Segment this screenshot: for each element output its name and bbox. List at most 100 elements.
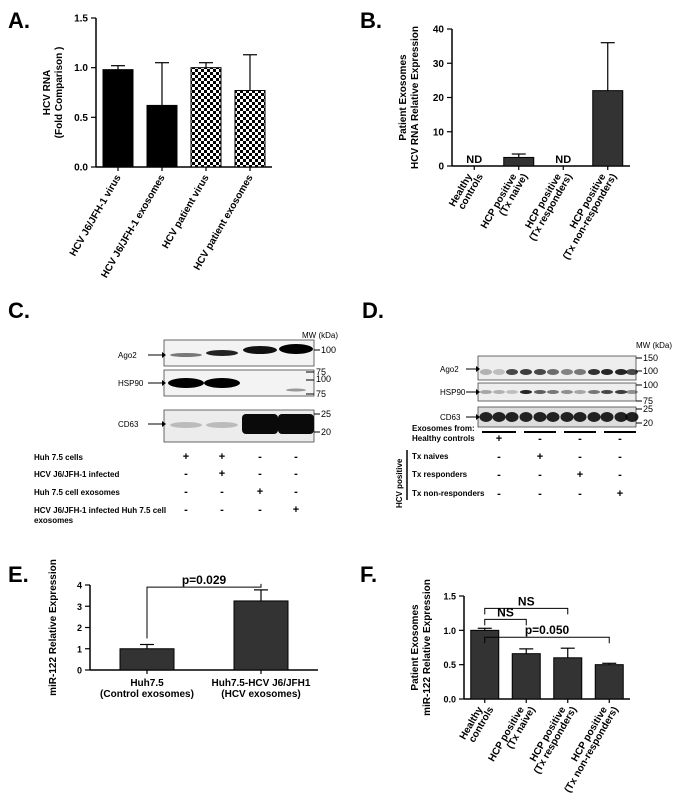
y-tick-label: 4: [77, 581, 82, 591]
y-axis-label: Patient Exosomes: [410, 604, 421, 691]
mw-marker-d-100b: 100: [643, 380, 658, 390]
condition-signs-d: + - - - - + - - - - + - - - - +: [496, 433, 623, 500]
y-tick-label: 30: [433, 59, 445, 70]
significance-label-f-2: NS: [497, 605, 514, 619]
blot-label-hsp90-c: HSP90: [118, 379, 144, 388]
condition-sign: -: [220, 486, 224, 498]
band-ago2-lane1: [170, 353, 202, 357]
category-label: Huh7.5-HCV J6/JFH1: [212, 678, 311, 689]
y-tick-label: 1: [77, 644, 82, 654]
mw-header-d: MW (kDa): [636, 341, 672, 350]
band-hsp90-d: [480, 390, 492, 394]
mw-marker-c-20: 20: [321, 427, 331, 437]
panel-label-c: C.: [8, 298, 30, 323]
condition-signs-c: + + - - - + - - - - + - - - - +: [183, 451, 299, 516]
condition-label-c-4: HCV J6/JFH-1 infected Huh 7.5 cell exoso…: [34, 506, 168, 525]
band-hsp90-lane1: [168, 378, 204, 388]
bar-f-4: [594, 664, 624, 700]
significance-bracket-f-2: [484, 618, 527, 626]
band-ago2-d: [480, 369, 492, 375]
condition-sign: -: [618, 451, 622, 463]
condition-sign: -: [294, 468, 298, 480]
bar-f-3: [553, 657, 583, 700]
y-tick-label: 2: [77, 623, 82, 633]
y-tick-label: 0: [77, 666, 82, 676]
arrowhead-ago2-c: [162, 352, 166, 358]
arrowhead-cd63-d: [476, 414, 480, 420]
bar-a-1: [102, 69, 134, 168]
condition-sign: +: [219, 451, 225, 463]
y-tick-label: 0.5: [443, 660, 456, 670]
significance-bracket-f-3: [484, 636, 610, 644]
condition-label-d-1: Healthy controls: [412, 434, 475, 443]
y-tick-label: 20: [433, 93, 445, 104]
band-cd63-lane3: [242, 414, 278, 434]
panel-label-a: A.: [8, 8, 30, 33]
band-cd63-d: [560, 412, 574, 422]
arrowhead-ago2-d: [476, 366, 480, 372]
band-hsp90-d: [615, 390, 627, 394]
condition-sign: -: [538, 469, 542, 481]
condition-label-d-4: Tx non-responders: [412, 489, 485, 498]
band-hsp90-d: [534, 390, 546, 394]
condition-sign: -: [578, 488, 582, 500]
condition-label-c-1: Huh 7.5 cells: [34, 453, 83, 462]
band-cd63-lane4: [278, 414, 314, 434]
condition-sign: -: [578, 451, 582, 463]
band-cd63-d: [600, 412, 614, 422]
band-ago2-d: [506, 369, 518, 375]
category-label: Huh7.5: [130, 678, 164, 689]
band-cd63-d: [625, 412, 639, 422]
band-cd63-d: [546, 412, 560, 422]
significance-bracket-f-1: [484, 607, 569, 615]
mw-header-c: MW (kDa): [302, 331, 338, 340]
bands-d: [479, 369, 639, 422]
band-cd63-lane2: [206, 422, 238, 428]
band-ago2-lane2: [206, 350, 238, 356]
band-ago2-d: [547, 369, 559, 375]
band-hsp90-d: [561, 390, 573, 394]
bar-e-1: [119, 648, 175, 671]
significance-bracket-e-1: [146, 583, 262, 639]
panel-label-b: B.: [360, 8, 382, 33]
condition-label-c-2: HCV J6/JFH-1 infected: [34, 470, 119, 479]
condition-sign: +: [496, 433, 502, 445]
band-ago2-lane4: [279, 344, 313, 354]
condition-sign: +: [219, 468, 225, 480]
condition-sign: -: [294, 486, 298, 498]
chart-b: 0 10 20 30 40 Patient Exosomes HCV RNA Relativ…: [398, 25, 630, 262]
condition-sign: -: [538, 488, 542, 500]
band-hsp90-d: [574, 390, 586, 394]
band-ago2-d: [601, 369, 613, 375]
band-hsp90-d: [601, 390, 613, 394]
band-cd63-d: [533, 412, 547, 422]
y-tick-label: 0.0: [443, 695, 456, 705]
condition-sign: -: [220, 504, 224, 516]
band-hsp90-lane4: [286, 388, 306, 392]
y-axis-label: miR-122 Relative Expression: [48, 559, 59, 696]
mw-marker-c-75b: 75: [316, 389, 326, 399]
western-blot-d: MW (kDa) Ago2 HSP90 CD63 150 100 100 75 …: [395, 341, 672, 508]
blot-label-cd63-c: CD63: [118, 420, 139, 429]
significance-label-e-1: p=0.029: [182, 573, 227, 587]
bar-a-3: [190, 67, 222, 168]
condition-sign: -: [578, 433, 582, 445]
blot-label-ago2-d: Ago2: [440, 365, 459, 374]
y-axis-label: (Fold Comparison ): [54, 47, 65, 139]
mw-marker-d-20: 20: [643, 418, 653, 428]
category-label: HCV patient virus: [160, 173, 211, 251]
bar-a-4: [234, 90, 266, 168]
bar-b-4: [592, 90, 624, 167]
blot-label-hsp90-d: HSP90: [440, 388, 466, 397]
nd-label-b-3: ND: [555, 154, 571, 166]
condition-label-c-3: Huh 7.5 cell exosomes: [34, 488, 120, 497]
condition-sign: -: [497, 451, 501, 463]
condition-sign: -: [258, 451, 262, 463]
y-tick-label: 1.0: [74, 63, 88, 74]
condition-sign: +: [537, 451, 543, 463]
condition-label-d-3: Tx responders: [412, 470, 468, 479]
mw-marker-d-100a: 100: [643, 366, 658, 376]
mw-marker-d-150: 150: [643, 353, 658, 363]
band-ago2-d: [574, 369, 586, 375]
nd-label-b-1: ND: [466, 154, 482, 166]
